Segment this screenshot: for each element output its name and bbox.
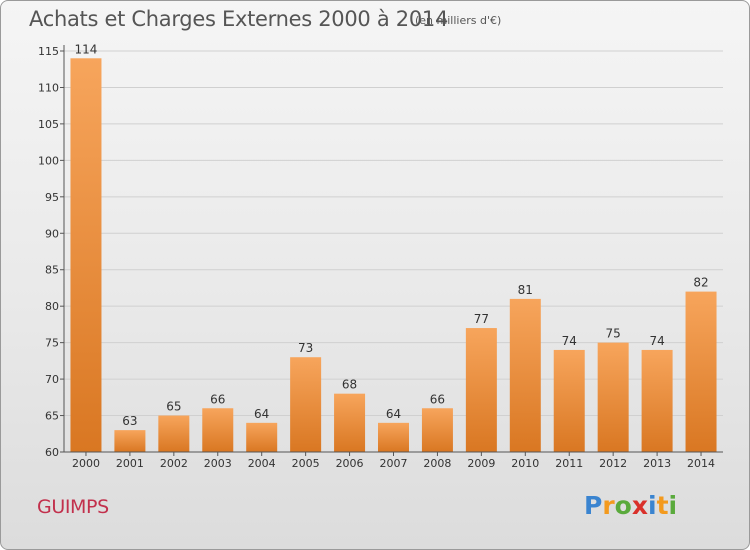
x-tick-label: 2009 <box>467 457 495 470</box>
data-label: 74 <box>649 334 664 348</box>
data-labels: 114 63 65 66 64 73 68 64 66 77 81 74 75 74 82 <box>75 42 709 428</box>
data-label: 65 <box>166 400 181 414</box>
logo-letter: i <box>668 491 678 520</box>
data-label: 64 <box>254 407 269 421</box>
x-tick-label: 2008 <box>423 457 451 470</box>
x-tick-label: 2007 <box>380 457 408 470</box>
x-tick-label: 2006 <box>336 457 364 470</box>
data-label: 66 <box>210 392 225 406</box>
logo-letter: r <box>602 491 615 520</box>
x-tick-label: 2010 <box>511 457 539 470</box>
bar <box>70 58 102 453</box>
logo-letter: P <box>584 491 603 520</box>
bar <box>421 408 453 452</box>
bar <box>553 349 585 452</box>
x-tick-label: 2012 <box>599 457 627 470</box>
y-tick-label: 65 <box>45 410 59 423</box>
y-tick-label: 70 <box>45 373 59 386</box>
y-tick-label: 75 <box>45 337 59 350</box>
data-label: 77 <box>474 312 489 326</box>
y-tick-label: 110 <box>38 81 59 94</box>
x-tick-label: 2013 <box>643 457 671 470</box>
bar <box>378 422 409 452</box>
bars <box>70 58 717 453</box>
bar <box>114 430 146 452</box>
data-label: 75 <box>606 327 621 341</box>
x-tick-label: 2005 <box>292 457 320 470</box>
y-tick-label: 90 <box>45 227 59 240</box>
data-label: 63 <box>122 414 137 428</box>
bar <box>597 342 629 452</box>
y-tick-label: 105 <box>38 118 59 131</box>
bar <box>202 408 234 452</box>
logo-letter: i <box>648 491 657 520</box>
y-tick-label: 85 <box>45 264 59 277</box>
y-tick-label: 115 <box>38 45 59 58</box>
logo-letter: o <box>614 491 632 520</box>
x-tick-label: 2000 <box>72 457 100 470</box>
bar <box>246 422 278 452</box>
axes: 60 65 70 75 80 85 90 95 100 105 110 115 2000 2001 2002… <box>38 45 723 470</box>
logo-letter: x <box>631 491 648 520</box>
x-tick-label: 2002 <box>160 457 188 470</box>
bar <box>158 415 190 452</box>
y-tick-label: 80 <box>45 300 59 313</box>
y-tick-label: 95 <box>45 191 59 204</box>
bar <box>465 328 497 452</box>
x-tick-label: 2011 <box>555 457 583 470</box>
data-label: 82 <box>693 276 708 290</box>
data-label: 73 <box>298 341 313 355</box>
data-label: 81 <box>518 283 533 297</box>
bar <box>685 291 717 452</box>
bar <box>641 349 673 452</box>
chart-unit: (en milliers d'€) <box>415 14 502 27</box>
data-label: 66 <box>430 392 445 406</box>
x-tick-label: 2001 <box>116 457 144 470</box>
x-tick-label: 2014 <box>687 457 715 470</box>
x-tick-label: 2003 <box>204 457 232 470</box>
y-tick-label: 100 <box>38 154 59 167</box>
bar <box>509 298 541 452</box>
proxiti-logo[interactable]: Proxiti <box>584 491 677 520</box>
logo-letter: t <box>656 491 669 520</box>
commune-name: GUIMPS <box>37 496 109 518</box>
data-label: 64 <box>386 407 401 421</box>
y-tick-label: 60 <box>45 446 59 459</box>
bar <box>290 357 322 452</box>
data-label: 68 <box>342 378 357 392</box>
chart-title: Achats et Charges Externes 2000 à 2014 <box>29 7 449 31</box>
data-label: 74 <box>562 334 577 348</box>
x-tick-label: 2004 <box>248 457 276 470</box>
bar <box>334 393 366 452</box>
data-label: 114 <box>75 42 98 56</box>
